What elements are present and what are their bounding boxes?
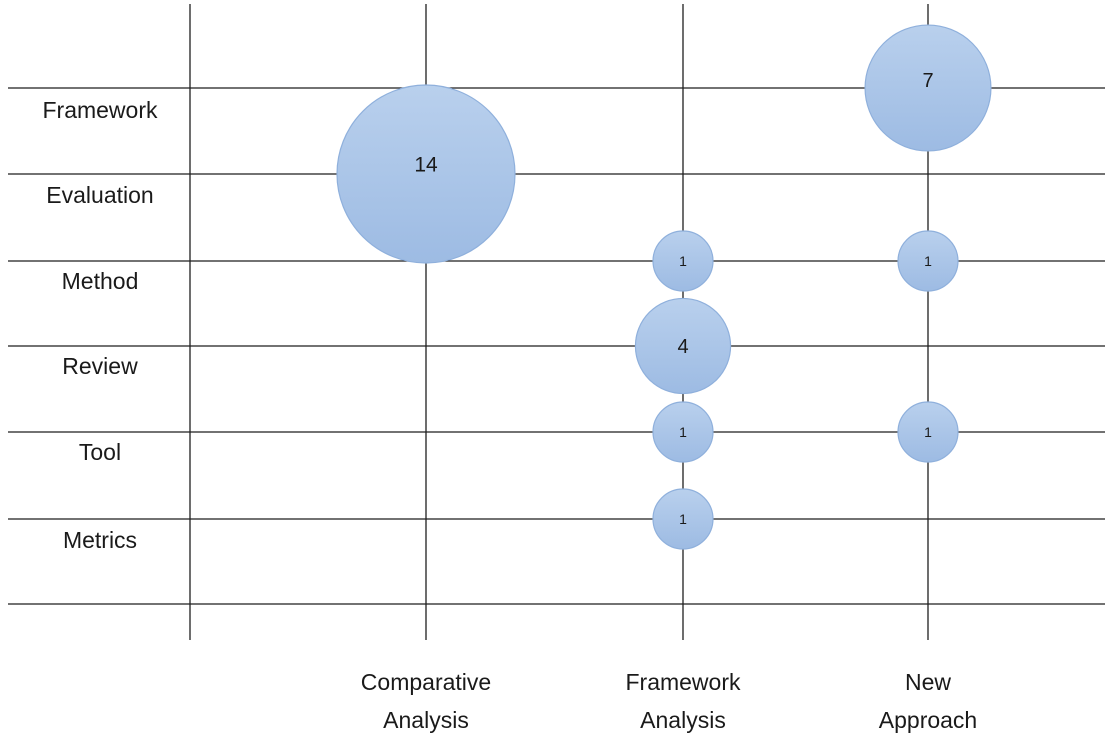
bubble-framework-analysis-method [652, 230, 714, 292]
column-labels: Comparative Analysis Framework Analysis New A… [361, 669, 977, 733]
bubble-value-label-framework-analysis-method: 1 [679, 253, 687, 269]
bubble-new-approach-method [897, 230, 959, 292]
bubble-value-label-framework-analysis-metrics: 1 [679, 511, 687, 527]
row-label-tool: Tool [79, 439, 121, 465]
bubble-framework-analysis-metrics [652, 488, 714, 550]
bubble-comparative-analysis-evaluation [336, 84, 516, 264]
bubble-framework-analysis-review [634, 297, 732, 395]
row-label-framework: Framework [42, 97, 158, 123]
bubble-value-label-comparative-analysis-evaluation: 14 [414, 153, 438, 176]
bubble-new-approach-framework [864, 24, 992, 152]
row-label-metrics: Metrics [63, 527, 137, 553]
row-labels: Framework Evaluation Method Review Tool Metri… [42, 97, 158, 553]
bubbles: 14 7 4 1 1 1 1 1 [336, 24, 992, 550]
bubble-value-label-new-approach-framework: 7 [922, 70, 933, 92]
column-label-new_approach: New Approach [879, 669, 977, 733]
column-label-comparative: Comparative Analysis [361, 669, 491, 733]
row-label-method: Method [62, 268, 139, 294]
bubble-new-approach-tool [897, 401, 959, 463]
bubble-value-label-framework-analysis-tool: 1 [679, 424, 687, 440]
column-label-framework_analysis: Framework Analysis [625, 669, 741, 733]
row-label-evaluation: Evaluation [46, 182, 153, 208]
bubble-value-label-new-approach-tool: 1 [924, 424, 932, 440]
row-label-review: Review [62, 353, 138, 379]
bubble-framework-analysis-tool [652, 401, 714, 463]
bubble-value-label-new-approach-method: 1 [924, 253, 932, 269]
bubble-value-label-framework-analysis-review: 4 [677, 336, 688, 358]
